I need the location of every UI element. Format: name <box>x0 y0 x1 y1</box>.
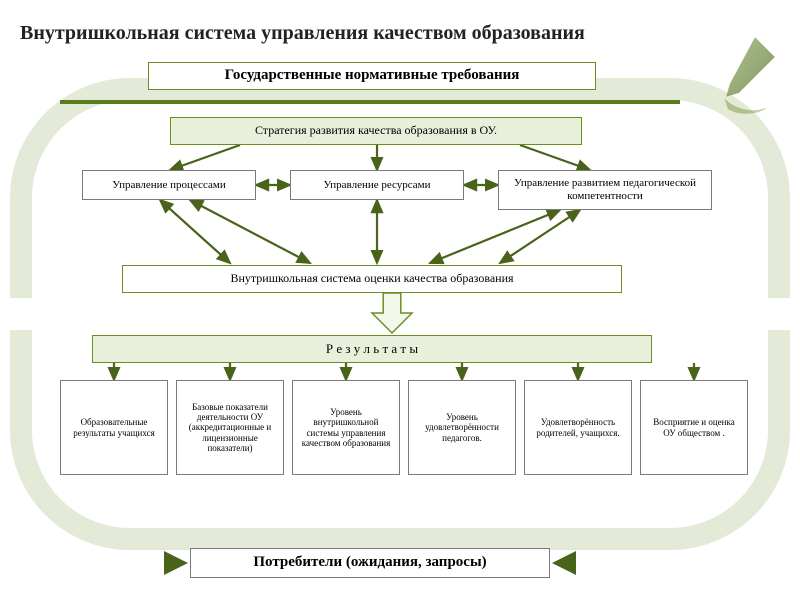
result-item: Базовые показатели деятельности ОУ (аккр… <box>176 380 284 475</box>
result-item: Уровень внутришкольной системы управлени… <box>292 380 400 475</box>
results-box: Р е з у л ь т а т ы <box>92 335 652 363</box>
result-item: Восприятие и оценка ОУ обществом . <box>640 380 748 475</box>
arrow-layer <box>0 0 800 600</box>
process-mgmt-box: Управление процессами <box>82 170 256 200</box>
result-item: Уровень удовлетворённости педагогов. <box>408 380 516 475</box>
page-title: Внутришкольная система управления качест… <box>20 22 780 45</box>
strategy-box: Стратегия развития качества образования … <box>170 117 582 145</box>
competence-mgmt-box: Управление развитием педагогической комп… <box>498 170 712 210</box>
result-item: Удовлетворённость родителей, учащихся. <box>524 380 632 475</box>
result-item: Образовательные результаты учащихся <box>60 380 168 475</box>
assessment-system-box: Внутришкольная система оценки качества о… <box>122 265 622 293</box>
consumers-box: Потребители (ожидания, запросы) <box>190 548 550 578</box>
resource-mgmt-box: Управление ресурсами <box>290 170 464 200</box>
gov-requirements-box: Государственные нормативные требования <box>148 62 596 90</box>
